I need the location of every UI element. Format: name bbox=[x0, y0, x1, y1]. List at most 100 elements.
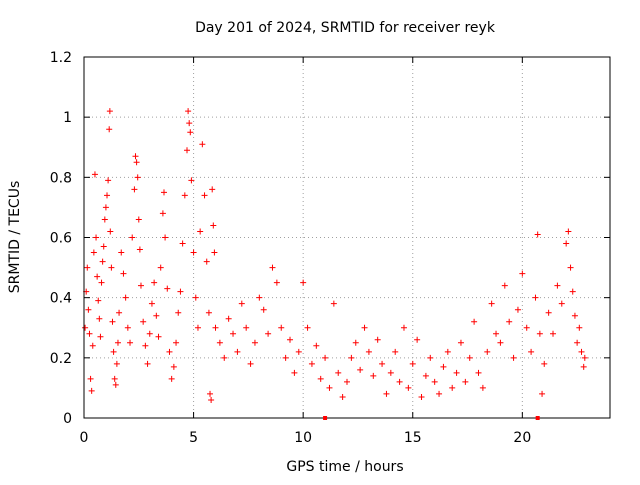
x-tick-label: 5 bbox=[189, 430, 198, 446]
data-point bbox=[392, 348, 399, 355]
data-point bbox=[405, 384, 412, 391]
data-point bbox=[211, 249, 218, 256]
data-point bbox=[539, 390, 546, 397]
data-point bbox=[569, 288, 576, 295]
grid bbox=[84, 57, 610, 418]
data-point bbox=[365, 348, 372, 355]
data-point bbox=[168, 375, 175, 382]
data-point bbox=[166, 348, 173, 355]
data-point bbox=[532, 294, 539, 301]
data-point bbox=[251, 339, 258, 346]
data-point bbox=[131, 186, 138, 193]
data-point bbox=[431, 378, 438, 385]
data-point bbox=[269, 264, 276, 271]
data-point bbox=[230, 330, 237, 337]
data-point bbox=[173, 339, 180, 346]
data-point bbox=[142, 342, 149, 349]
data-point bbox=[175, 309, 182, 316]
data-point bbox=[114, 339, 121, 346]
data-point bbox=[462, 378, 469, 385]
data-point bbox=[457, 339, 464, 346]
data-point bbox=[157, 264, 164, 271]
data-point bbox=[116, 309, 123, 316]
data-point bbox=[501, 282, 508, 289]
data-point bbox=[177, 288, 184, 295]
data-point bbox=[106, 126, 113, 133]
data-point bbox=[444, 348, 451, 355]
data-point bbox=[322, 354, 329, 361]
data-point bbox=[91, 171, 98, 178]
x-tick-label: 20 bbox=[513, 430, 531, 446]
data-point bbox=[379, 360, 386, 367]
data-point bbox=[99, 258, 106, 265]
data-point bbox=[93, 234, 100, 241]
data-point bbox=[510, 354, 517, 361]
data-point bbox=[247, 360, 254, 367]
data-point bbox=[212, 324, 219, 331]
data-point bbox=[84, 264, 91, 271]
y-axis-label: SRMTID / TECUs bbox=[7, 181, 23, 294]
data-point bbox=[104, 192, 111, 199]
data-point bbox=[97, 333, 104, 340]
data-point bbox=[357, 366, 364, 373]
data-point bbox=[112, 381, 119, 388]
data-point bbox=[396, 378, 403, 385]
data-point bbox=[110, 348, 117, 355]
data-point bbox=[170, 363, 177, 370]
y-tick-label: 0 bbox=[63, 411, 72, 427]
data-point bbox=[370, 372, 377, 379]
data-point bbox=[118, 249, 125, 256]
data-point bbox=[159, 210, 166, 217]
data-point bbox=[205, 309, 212, 316]
data-point bbox=[352, 339, 359, 346]
gap-marker bbox=[535, 416, 540, 420]
data-point bbox=[194, 324, 201, 331]
y-tick-label: 0.4 bbox=[50, 291, 72, 307]
data-point bbox=[295, 348, 302, 355]
data-point bbox=[221, 354, 228, 361]
data-point bbox=[330, 300, 337, 307]
data-point bbox=[581, 354, 588, 361]
data-point bbox=[207, 390, 214, 397]
data-point bbox=[82, 324, 89, 331]
data-point bbox=[554, 282, 561, 289]
data-point bbox=[506, 318, 513, 325]
data-point bbox=[86, 330, 93, 337]
data-point bbox=[162, 234, 169, 241]
data-point bbox=[203, 258, 210, 265]
data-point bbox=[400, 324, 407, 331]
data-point bbox=[197, 228, 204, 235]
data-point bbox=[409, 360, 416, 367]
data-point bbox=[580, 363, 587, 370]
data-point bbox=[225, 315, 232, 322]
data-point bbox=[278, 324, 285, 331]
data-point bbox=[578, 348, 585, 355]
data-point bbox=[98, 279, 105, 286]
data-point bbox=[475, 369, 482, 376]
data-point bbox=[449, 384, 456, 391]
data-point bbox=[94, 273, 101, 280]
data-point bbox=[106, 108, 113, 115]
axis-ticks: 0 0.2 0.4 0.6 0.8 1 1.2 0 5 10 15 20 bbox=[50, 50, 610, 446]
data-point bbox=[536, 330, 543, 337]
data-point bbox=[519, 270, 526, 277]
gap-marker bbox=[323, 416, 328, 420]
data-point bbox=[567, 264, 574, 271]
data-point bbox=[344, 378, 350, 385]
data-point bbox=[571, 312, 578, 319]
data-point bbox=[576, 324, 583, 331]
data-point bbox=[208, 396, 215, 403]
data-point bbox=[574, 339, 581, 346]
y-tick-label: 1.2 bbox=[50, 50, 72, 66]
data-point bbox=[108, 264, 115, 271]
data-point bbox=[514, 306, 521, 313]
data-point bbox=[484, 348, 491, 355]
data-point bbox=[497, 339, 504, 346]
data-point bbox=[265, 330, 272, 337]
data-point bbox=[348, 354, 355, 361]
data-point bbox=[534, 231, 541, 238]
data-point bbox=[100, 243, 107, 250]
data-point bbox=[185, 108, 192, 115]
x-tick-label: 15 bbox=[404, 430, 422, 446]
